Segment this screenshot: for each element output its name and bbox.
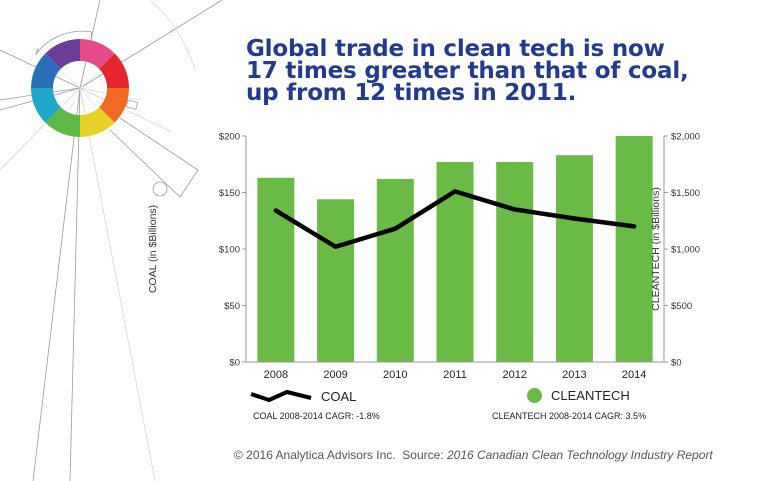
x-tick-label: 2013 (562, 369, 586, 381)
footer-copyright: © 2016 Analytica Advisors Inc. (234, 448, 396, 462)
bar-cleantech-2008 (257, 177, 295, 362)
bar-cleantech-2013 (555, 155, 593, 362)
y-right-tick-label: $1,000 (671, 245, 700, 256)
y-left-tick-label: $150 (219, 188, 240, 199)
footer-source-label: Source: (402, 448, 444, 462)
footer-source-title: 2016 Canadian Clean Technology Industry … (446, 448, 713, 462)
bar-cleantech-2009 (317, 199, 355, 362)
y-right-tick-label: $2,000 (671, 132, 700, 143)
x-tick-label: 2008 (264, 369, 288, 381)
y-axis-left-label: COAL (in $Billions) (147, 204, 160, 294)
legend-cleantech-label: CLEANTECH (551, 388, 630, 403)
y-right-tick-label: $1,500 (671, 188, 700, 199)
cleantech-dot-icon (527, 388, 542, 403)
footer-source: © 2016 Analytica Advisors Inc. Source: 2… (234, 448, 713, 462)
legend-cleantech: CLEANTECH (527, 388, 630, 403)
title-line-3: up from 12 times in 2011. (246, 80, 577, 106)
x-tick-label: 2010 (383, 369, 407, 381)
coal-line-icon (250, 390, 312, 402)
y-left-tick-label: $100 (219, 245, 240, 256)
chart-title: Global trade in clean tech is now 17 tim… (246, 36, 766, 106)
x-tick-label: 2012 (502, 369, 526, 381)
y-left-tick-label: $50 (224, 301, 240, 312)
title-line-1: Global trade in clean tech is now (246, 36, 665, 62)
y-right-tick-label: $500 (671, 301, 692, 312)
y-axis-right-label: CLEANTECH (in $Billions) (649, 187, 662, 311)
x-tick-label: 2011 (443, 369, 467, 381)
legend-coal-label: COAL (321, 388, 357, 404)
y-left-tick-label: $200 (219, 132, 240, 143)
x-tick-label: 2014 (622, 369, 646, 381)
legend-coal: COAL (249, 388, 356, 404)
y-left-tick-label: $0 (229, 358, 240, 369)
bar-cleantech-2012 (496, 161, 534, 362)
coal-cagr: COAL 2008-2014 CAGR: -1.8% (253, 411, 380, 421)
x-tick-label: 2009 (323, 369, 347, 381)
color-wheel-icon (31, 39, 129, 137)
bar-cleantech-2010 (376, 178, 414, 362)
cleantech-cagr: CLEANTECH 2008-2014 CAGR: 3.5% (492, 411, 647, 421)
title-line-2: 17 times greater than that of coal, (246, 58, 689, 84)
bar-cleantech-2014 (615, 136, 653, 362)
y-right-tick-label: $0 (671, 358, 682, 369)
